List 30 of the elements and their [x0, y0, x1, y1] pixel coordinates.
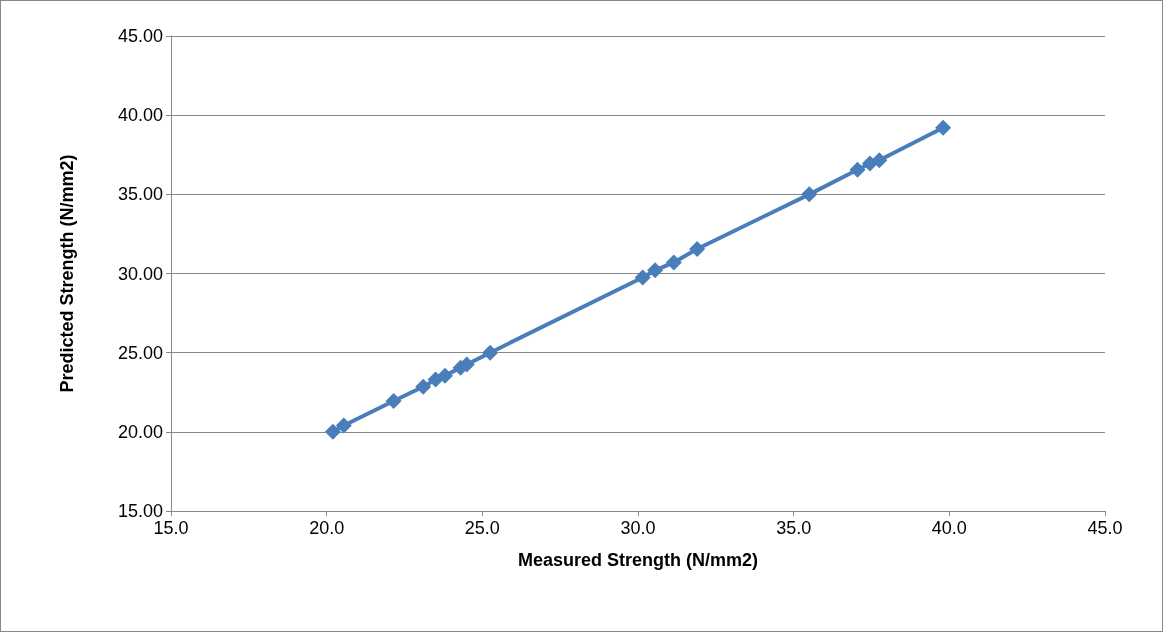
point [634, 269, 651, 286]
x-tick-label: 15.0 [153, 518, 189, 538]
point [801, 186, 818, 203]
x-tick-label: 35.0 [776, 518, 812, 538]
y-tick-label: 40.00 [117, 105, 163, 126]
x-tick-label: 40.0 [931, 518, 967, 538]
y-tick-label: 25.00 [117, 342, 163, 363]
point [647, 262, 664, 279]
point [871, 152, 888, 169]
point [436, 367, 453, 384]
point [665, 254, 682, 271]
x-tick-label: 25.0 [464, 518, 500, 538]
x-tick-label: 20.0 [309, 518, 345, 538]
point [935, 119, 952, 136]
point [385, 392, 402, 409]
x-axis-title: Measured Strength (N/mm2) [517, 550, 759, 570]
point [689, 240, 706, 257]
point [324, 423, 341, 440]
point [335, 417, 352, 434]
point [849, 161, 866, 178]
point [415, 378, 432, 395]
y-tick-label: 30.00 [117, 263, 163, 284]
x-tick-label: 45.0 [1087, 518, 1123, 538]
y-tick-label: 45.00 [117, 26, 163, 46]
y-tick-label: 35.00 [117, 184, 163, 205]
x-tick-label: 30.0 [620, 518, 656, 538]
y-tick-label: 15.00 [117, 501, 163, 521]
point [482, 344, 499, 361]
y-tick-label: 20.00 [117, 421, 163, 442]
y-axis-title: Predicted Strength (N/mm2) [57, 154, 77, 393]
